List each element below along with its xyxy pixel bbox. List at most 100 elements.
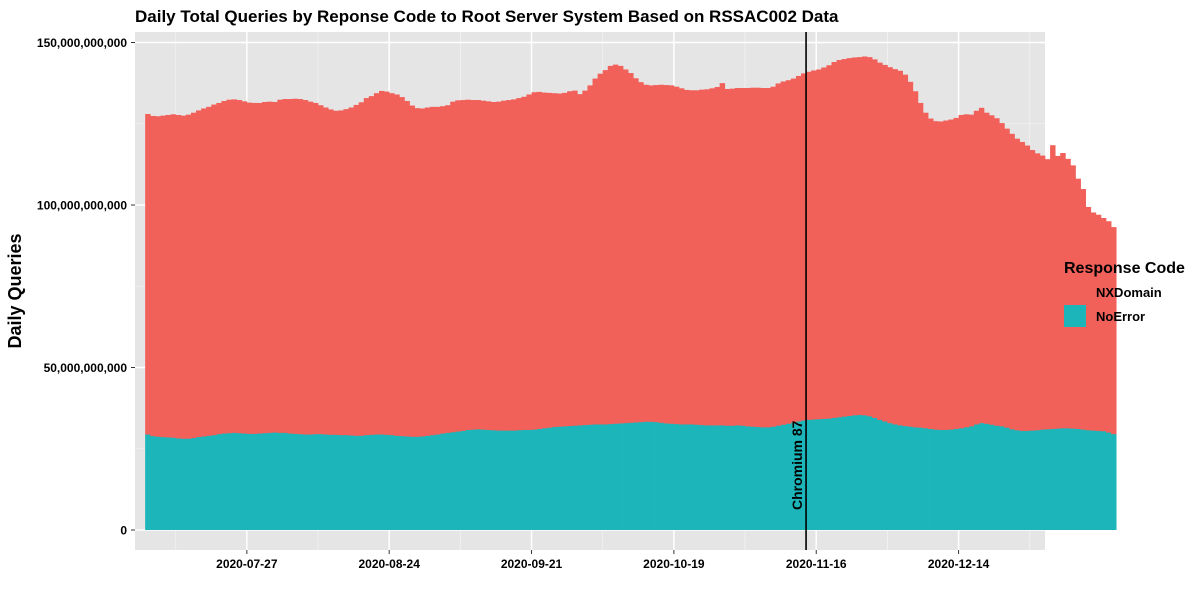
bar-noerror — [307, 434, 314, 531]
bar-nxdomain — [1106, 221, 1112, 433]
bar-noerror — [353, 435, 360, 530]
chromium-87-annotation: Chromium 87 — [789, 420, 805, 510]
bar-noerror — [180, 438, 187, 530]
bar-nxdomain — [307, 101, 314, 435]
bar-nxdomain — [795, 75, 802, 422]
bar-nxdomain — [953, 117, 959, 430]
bar-noerror — [414, 436, 421, 530]
bar-noerror — [257, 433, 263, 530]
bar-nxdomain — [1014, 138, 1020, 431]
bar-nxdomain — [328, 109, 334, 435]
bar-nxdomain — [739, 88, 746, 426]
bar-nxdomain — [567, 91, 573, 427]
bar-noerror — [989, 424, 995, 531]
bar-noerror — [226, 432, 232, 530]
bar-noerror — [587, 424, 593, 531]
bar-nxdomain — [541, 92, 548, 429]
bar-noerror — [511, 430, 517, 530]
bar-nxdomain — [384, 91, 390, 435]
bar-nxdomain — [1045, 159, 1051, 430]
bar-nxdomain — [1090, 212, 1097, 431]
bar-nxdomain — [495, 101, 502, 431]
bar-noerror — [485, 429, 492, 530]
bar-noerror — [663, 423, 670, 530]
bar-noerror — [445, 432, 451, 530]
bar-nxdomain — [272, 101, 278, 433]
bar-nxdomain — [511, 99, 517, 431]
bar-nxdomain — [902, 74, 909, 427]
bar-noerror — [658, 422, 665, 530]
bar-noerror — [1085, 429, 1092, 530]
bar-nxdomain — [521, 96, 527, 430]
bar-noerror — [165, 437, 171, 530]
bar-noerror — [734, 425, 741, 530]
x-axis: 2020-07-27 2020-08-24 2020-09-21 2020-10-19… — [216, 550, 990, 571]
bar-nxdomain — [963, 114, 970, 428]
bar-noerror — [424, 435, 431, 530]
y-tick-label: 150,000,000,000 — [37, 36, 127, 50]
bar-noerror — [831, 417, 837, 530]
bar-noerror — [760, 426, 766, 530]
bar-noerror — [1034, 429, 1041, 530]
bar-nxdomain — [155, 116, 161, 437]
bar-noerror — [755, 426, 761, 530]
bar-noerror — [1050, 428, 1056, 530]
bar-noerror — [943, 429, 949, 530]
bar-nxdomain — [196, 110, 202, 438]
bar-nxdomain — [994, 118, 1000, 426]
bar-noerror — [318, 433, 324, 530]
bar-nxdomain — [648, 85, 654, 422]
bar-noerror — [328, 434, 334, 530]
bar-noerror — [897, 425, 903, 530]
bar-noerror — [790, 422, 797, 530]
bar-nxdomain — [760, 88, 766, 428]
bar-nxdomain — [851, 57, 858, 416]
bar-nxdomain — [1034, 153, 1041, 431]
bar-nxdomain — [267, 101, 273, 433]
bar-nxdomain — [1029, 150, 1036, 431]
bar-nxdomain — [1009, 133, 1015, 430]
bar-nxdomain — [602, 70, 609, 425]
bar-noerror — [999, 426, 1005, 530]
bar-noerror — [800, 420, 807, 530]
bar-nxdomain — [429, 106, 436, 436]
bar-nxdomain — [790, 78, 797, 423]
x-tick-label: 2020-08-24 — [358, 557, 420, 571]
bar-noerror — [501, 430, 507, 530]
bar-nxdomain — [373, 93, 380, 435]
legend-label-noerror: NoError — [1096, 309, 1145, 324]
bar-nxdomain — [922, 112, 929, 429]
bar-nxdomain — [983, 112, 990, 424]
bar-nxdomain — [877, 62, 883, 420]
bar-noerror — [368, 434, 375, 530]
bar-nxdomain — [1111, 227, 1117, 435]
bar-nxdomain — [948, 119, 954, 430]
bar-nxdomain — [836, 60, 842, 418]
bar-noerror — [323, 434, 329, 531]
bar-nxdomain — [490, 101, 497, 431]
bar-nxdomain — [282, 99, 288, 433]
bar-noerror — [1065, 427, 1071, 530]
bar-nxdomain — [338, 110, 344, 436]
bar-nxdomain — [892, 69, 898, 425]
series-noerror — [145, 414, 1117, 531]
x-tick-label: 2020-10-19 — [643, 557, 705, 571]
legend: Response Code NXDomain NoError — [1064, 260, 1185, 327]
bar-noerror — [312, 433, 319, 530]
bar-nxdomain — [460, 100, 466, 431]
bar-noerror — [1080, 429, 1087, 530]
bar-noerror — [633, 422, 639, 530]
bar-nxdomain — [1039, 155, 1046, 430]
bar-nxdomain — [1055, 155, 1061, 429]
bar-nxdomain — [1100, 218, 1107, 432]
bar-nxdomain — [201, 108, 207, 437]
bar-noerror — [1014, 429, 1020, 530]
bar-nxdomain — [221, 101, 227, 434]
bar-noerror — [567, 425, 573, 530]
bar-nxdomain — [821, 67, 827, 419]
bar-nxdomain — [928, 118, 934, 430]
legend-key-nxdomain — [1064, 281, 1086, 303]
bar-noerror — [882, 421, 888, 531]
bar-noerror — [201, 436, 207, 530]
y-axis-title: Daily Queries — [5, 233, 25, 348]
